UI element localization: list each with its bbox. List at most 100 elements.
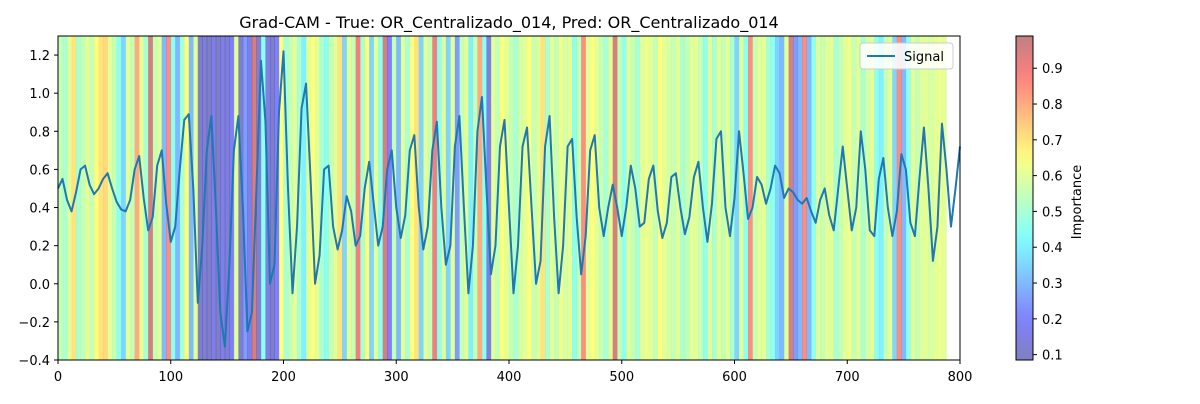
importance-strip (887, 36, 893, 360)
importance-strip (603, 36, 609, 360)
importance-strip (869, 36, 875, 360)
importance-strip (757, 36, 762, 360)
importance-strip (504, 36, 510, 360)
importance-strip (770, 36, 776, 360)
chart-title: Grad-CAM - True: OR_Centralizado_014, Pr… (239, 13, 778, 33)
importance-strip (297, 36, 302, 360)
importance-strip (932, 36, 938, 360)
importance-strip (333, 36, 338, 360)
colorbar-tick-label: 0.7 (1042, 134, 1063, 149)
colorbar-frame (1015, 35, 1034, 361)
colorbar-fill (1016, 36, 1033, 360)
legend: Signal (859, 42, 954, 70)
importance-strip (594, 36, 600, 360)
importance-strip (215, 36, 221, 360)
importance-strip (707, 36, 713, 360)
importance-strip (143, 36, 149, 360)
y-axis: −0.4 −0.2 0.0 0.2 0.4 0.6 0.8 1.0 1.2 (18, 49, 58, 369)
importance-strip (441, 36, 447, 360)
importance-strip (621, 36, 627, 360)
importance-strip (856, 36, 862, 360)
importance-strip (391, 36, 397, 360)
importance-strip (369, 36, 374, 360)
importance-strip (98, 36, 104, 360)
importance-strip (784, 36, 789, 360)
importance-strip (572, 36, 577, 360)
importance-strip (509, 36, 514, 360)
importance-strip (820, 36, 825, 360)
y-tick-label: 0.2 (29, 240, 50, 255)
importance-strip (58, 36, 63, 360)
importance-strip (860, 36, 866, 360)
importance-heatmap (58, 36, 947, 360)
importance-strip (802, 36, 807, 360)
y-tick-label: 0.8 (29, 125, 50, 140)
importance-strip (220, 36, 226, 360)
x-tick-label: 200 (271, 370, 296, 385)
importance-strip (161, 36, 167, 360)
importance-strip (635, 36, 641, 360)
importance-strip (567, 36, 573, 360)
importance-strip (89, 36, 95, 360)
importance-strip (599, 36, 605, 360)
importance-strip (833, 36, 839, 360)
x-tick-label: 400 (497, 370, 522, 385)
importance-strip (278, 36, 284, 360)
importance-strip (233, 36, 239, 360)
importance-strip (919, 36, 925, 360)
importance-strip (671, 36, 677, 360)
importance-strip (166, 36, 172, 360)
x-tick-label: 100 (158, 370, 183, 385)
importance-strip (62, 36, 68, 360)
importance-strip (711, 36, 717, 360)
importance-strip (648, 36, 654, 360)
importance-strip (107, 36, 113, 360)
importance-strip (901, 36, 907, 360)
x-tick-label: 700 (835, 370, 860, 385)
importance-strip (545, 36, 550, 360)
importance-strip (531, 36, 537, 360)
colorbar-tick-label: 0.5 (1042, 205, 1063, 220)
importance-strip (346, 36, 352, 360)
importance-strip (554, 36, 559, 360)
importance-strip (468, 36, 474, 360)
importance-strip (581, 36, 586, 360)
importance-strip (396, 36, 402, 360)
importance-strip (558, 36, 564, 360)
importance-strip (148, 36, 154, 360)
y-tick-label: −0.2 (18, 316, 50, 331)
importance-strip (657, 36, 663, 360)
importance-strip (941, 36, 947, 360)
importance-strip (725, 36, 731, 360)
importance-strip (923, 36, 929, 360)
y-tick-label: 1.2 (29, 49, 50, 64)
importance-strip (342, 36, 347, 360)
importance-strip (748, 36, 753, 360)
importance-strip (76, 36, 81, 360)
importance-strip (499, 36, 505, 360)
importance-strip (630, 36, 636, 360)
importance-strip (463, 36, 469, 360)
importance-strip (242, 36, 248, 360)
importance-strip (405, 36, 411, 360)
colorbar-tick-label: 0.3 (1042, 277, 1063, 292)
importance-strip (432, 36, 438, 360)
importance-strip (373, 36, 379, 360)
importance-strip (256, 36, 262, 360)
importance-strip (206, 36, 212, 360)
colorbar: 0.1 0.2 0.3 0.4 0.5 0.6 0.7 0.8 0.9 Importance (1015, 35, 1085, 364)
importance-strip (928, 36, 934, 360)
importance-strip (522, 36, 528, 360)
x-tick-label: 600 (722, 370, 747, 385)
importance-strip (549, 36, 555, 360)
importance-strip (387, 36, 393, 360)
importance-strip (847, 36, 853, 360)
colorbar-tick-label: 0.8 (1042, 98, 1063, 113)
importance-strip (67, 36, 72, 360)
importance-strip (536, 36, 541, 360)
importance-strip (576, 36, 582, 360)
importance-strip (116, 36, 122, 360)
importance-strip (188, 36, 194, 360)
colorbar-tick-label: 0.2 (1042, 313, 1063, 328)
importance-strip (734, 36, 740, 360)
